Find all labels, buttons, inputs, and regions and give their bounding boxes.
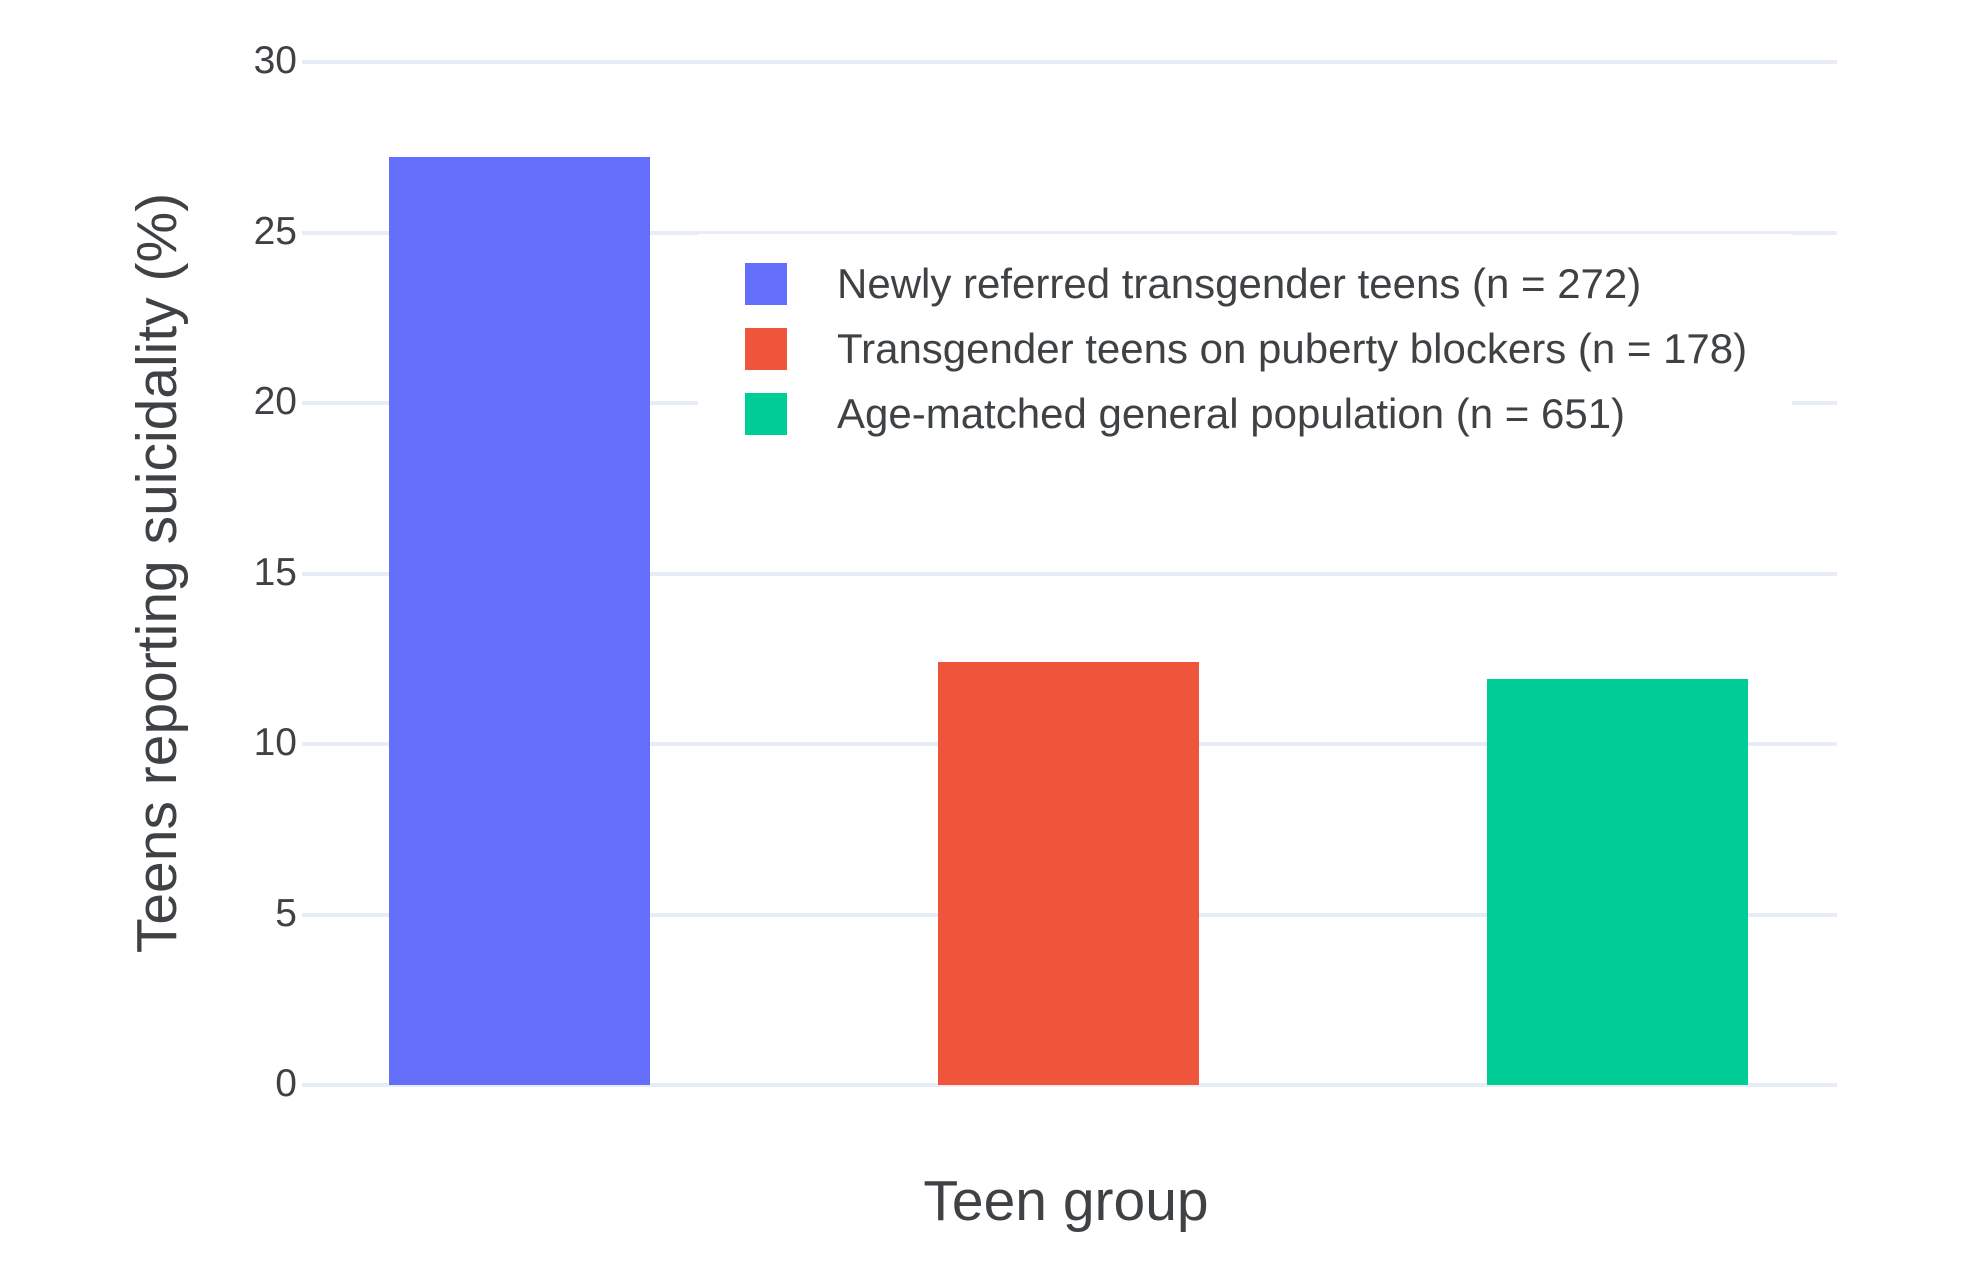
bar-transgender-teens-on-puberty-blockers[interactable] (938, 662, 1199, 1085)
legend-label: Transgender teens on puberty blockers (n… (837, 325, 1748, 372)
y-tick-label: 30 (253, 39, 297, 83)
y-axis-title: Teens reporting suicidality (%) (125, 192, 189, 954)
y-tick-label: 5 (275, 891, 297, 935)
gridline-y0 (302, 1083, 1837, 1087)
legend-label: Age-matched general population (n = 651) (837, 390, 1626, 437)
bar-newly-referred-transgender-teens[interactable] (389, 157, 650, 1085)
y-tick-label: 0 (275, 1062, 297, 1106)
legend-swatch-green (745, 393, 787, 435)
y-tick-label: 20 (253, 380, 297, 424)
y-tick-label: 15 (253, 550, 297, 594)
legend-item-puberty-blockers[interactable]: Transgender teens on puberty blockers (n… (745, 325, 1748, 372)
gridline-y25 (302, 230, 1837, 235)
x-axis-title: Teen group (923, 1169, 1209, 1233)
gridline-y15 (302, 571, 1837, 576)
y-tick-label: 25 (253, 209, 297, 253)
legend-label: Newly referred transgender teens (n = 27… (837, 260, 1642, 307)
legend-item-general-population[interactable]: Age-matched general population (n = 651) (745, 390, 1626, 437)
legend-swatch-red (745, 328, 787, 370)
legend-item-newly-referred[interactable]: Newly referred transgender teens (n = 27… (745, 260, 1642, 307)
bar-age-matched-general-population[interactable] (1487, 679, 1748, 1085)
y-tick-label: 10 (253, 721, 297, 765)
legend-swatch-blue (745, 263, 787, 305)
legend (698, 234, 1792, 458)
gridline-y30 (302, 60, 1837, 64)
